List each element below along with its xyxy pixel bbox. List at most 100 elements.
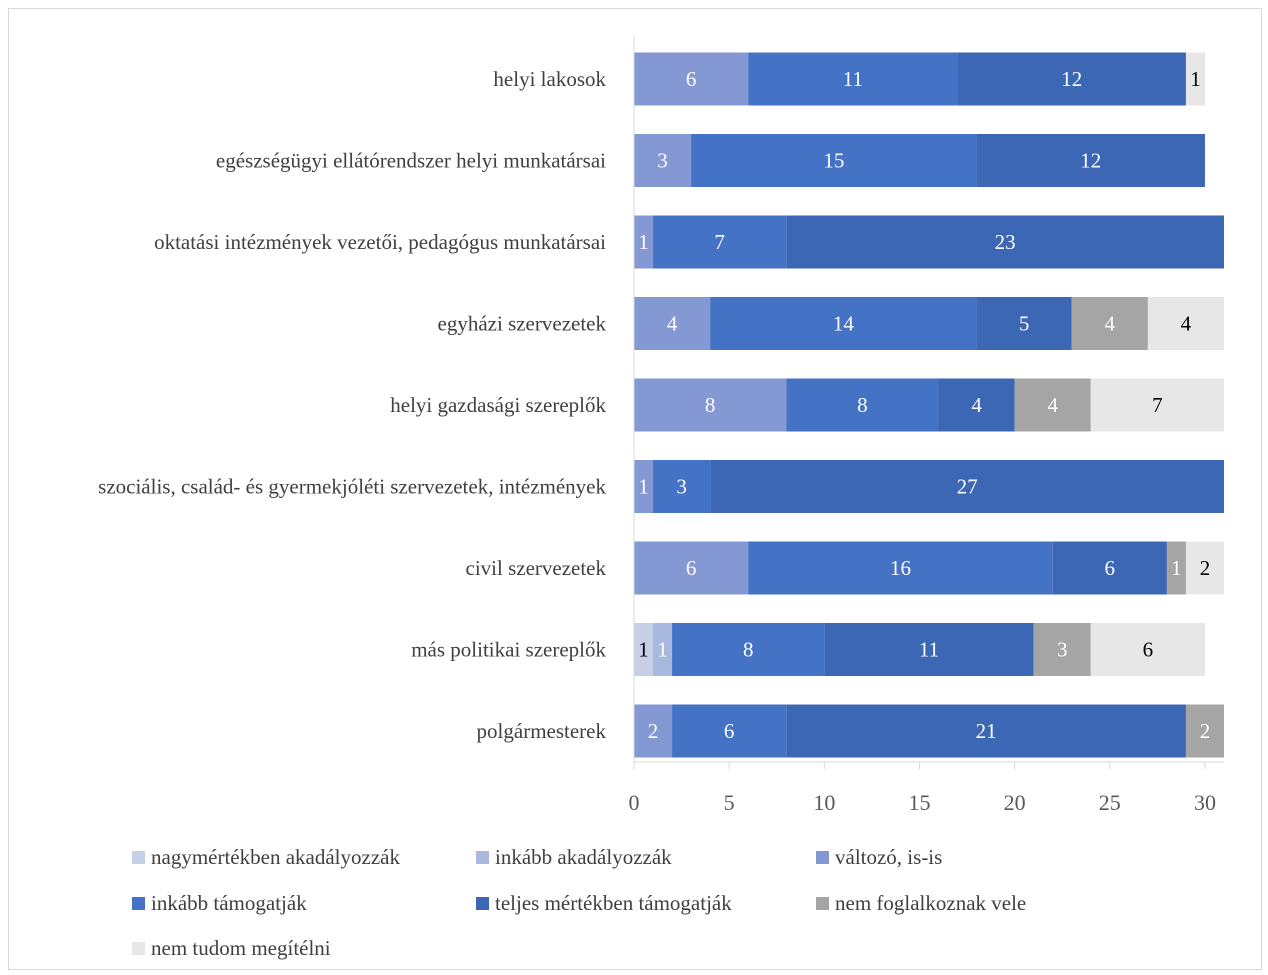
data-label: 4	[667, 312, 678, 336]
bar-segment	[672, 704, 787, 758]
bar-segment	[634, 134, 692, 187]
bar-segment	[710, 297, 977, 350]
bar-segment	[634, 297, 711, 350]
bar-segment	[824, 623, 1034, 676]
bar-segment	[1185, 704, 1224, 758]
data-label: 6	[724, 719, 735, 743]
bar-segment	[1147, 297, 1224, 350]
x-tick-label: 25	[1099, 790, 1121, 815]
data-label: 6	[1105, 556, 1116, 580]
bar-row-szocialis-csalad-es-gyermekjoleti-szervezetek-intezmenyek: 1 3 27	[634, 460, 1224, 513]
x-axis: 0 5 10 15 20 25 30	[629, 36, 1224, 815]
legend-swatch	[816, 851, 829, 864]
data-label: 2	[1200, 719, 1211, 743]
legend-swatch	[476, 851, 489, 864]
data-label: 1	[638, 638, 649, 662]
data-label: 4	[1047, 393, 1058, 417]
legend-label: inkább támogatják	[151, 891, 307, 915]
bar-segment	[748, 541, 1053, 595]
data-label: 3	[1057, 638, 1068, 662]
legend-label: inkább akadályozzák	[495, 845, 672, 869]
legend-item-nagymertekben-akadalyozzak: nagymértékben akadályozzák	[132, 845, 400, 869]
legend-item-teljes-mertekben-tamogatjak: teljes mértékben támogatják	[476, 891, 732, 915]
data-label: 15	[823, 149, 844, 173]
data-label: 6	[1143, 638, 1154, 662]
bar-segment	[748, 52, 958, 106]
data-label: 1	[638, 230, 649, 254]
bar-segment	[976, 297, 1072, 350]
bar-row-mas-politikai-szereplok: 1 1 8 11 3 6	[634, 623, 1205, 676]
bar-segment	[786, 704, 1186, 758]
bar-segment	[976, 134, 1205, 187]
bar-segment	[938, 378, 1015, 432]
bar-segment	[786, 215, 1224, 269]
bar-row-civil-szervezetek: 6 16 6 1 2	[634, 541, 1224, 595]
legend-item-nem-foglalkoznak-vele: nem foglalkoznak vele	[816, 891, 1026, 915]
x-tick-label: 10	[813, 790, 835, 815]
data-label: 1	[657, 638, 668, 662]
bar-segment	[634, 215, 654, 269]
category-label: oktatási intézmények vezetői, pedagógus …	[154, 230, 606, 254]
bar-segment	[1185, 541, 1224, 595]
data-label: 4	[1181, 312, 1192, 336]
legend-label: nagymértékben akadályozzák	[151, 845, 400, 869]
x-tick-label: 0	[629, 790, 640, 815]
data-label: 6	[686, 556, 697, 580]
data-label: 11	[919, 638, 939, 662]
legend-item-inkabb-akadalyozzak: inkább akadályozzák	[476, 845, 672, 869]
bar-segment	[1185, 52, 1205, 106]
bar-row-egeszsegugyi-ellatorendszer-helyi-munkatarsai: 3 15 12	[634, 134, 1205, 187]
bar-segment	[672, 623, 825, 676]
bar-segment	[1090, 378, 1224, 432]
legend-swatch	[476, 897, 489, 910]
data-label: 8	[743, 638, 754, 662]
bar-segment	[1033, 623, 1091, 676]
data-label: 7	[1152, 393, 1163, 417]
x-tick-label: 15	[908, 790, 930, 815]
legend-swatch	[816, 897, 829, 910]
bar-segment	[1090, 623, 1205, 676]
bar-segment	[653, 215, 787, 269]
bar-segment	[634, 378, 787, 432]
data-label: 2	[648, 719, 659, 743]
data-label: 1	[638, 475, 649, 499]
data-label: 1	[1171, 556, 1182, 580]
legend-label: nem foglalkoznak vele	[835, 891, 1026, 915]
data-label: 7	[714, 230, 725, 254]
legend-label: teljes mértékben támogatják	[495, 891, 732, 915]
bar-segment	[634, 704, 673, 758]
category-label: egyházi szervezetek	[438, 312, 607, 336]
category-label: civil szervezetek	[466, 556, 607, 580]
data-label: 4	[971, 393, 982, 417]
legend-label: változó, is-is	[835, 845, 942, 869]
data-label: 16	[890, 556, 911, 580]
legend-swatch	[132, 851, 145, 864]
data-label: 5	[1019, 312, 1030, 336]
data-label: 1	[1190, 67, 1201, 91]
bar-row-oktatasi-intezmenyek-vezetoi-pedagogus-munkatarsai: 1 7 23	[634, 215, 1224, 269]
data-label: 12	[1061, 67, 1082, 91]
category-label: egészségügyi ellátórendszer helyi munkat…	[216, 149, 606, 173]
bar-row-egyhazi-szervezetek: 4 14 5 4 4	[634, 297, 1224, 350]
data-label: 27	[957, 475, 978, 499]
bar-row-helyi-lakosok: 6 11 12 1	[634, 52, 1205, 106]
bar-segment	[653, 460, 711, 513]
legend-swatch	[132, 942, 145, 955]
bar-segment	[710, 460, 1224, 513]
bar-segment	[1052, 541, 1167, 595]
bar-segment	[786, 378, 939, 432]
legend-item-valtozo-is-is: változó, is-is	[816, 845, 942, 869]
category-label: helyi lakosok	[493, 67, 606, 91]
bars-layer: 6 11 12 13 15 121 7 234 14 5 4 48 8 4 4 71 3 276 16 6 1 21 1 8 1…	[634, 52, 1224, 758]
data-label: 6	[686, 67, 697, 91]
category-labels-layer: helyi lakosok egészségügyi ellátórendszer…	[98, 67, 606, 743]
legend-item-nem-tudom-megitelni: nem tudom megítélni	[132, 936, 331, 960]
bar-segment	[1014, 378, 1091, 432]
bar-segment	[691, 134, 977, 187]
category-label: szociális, család- és gyermekjóléti szer…	[98, 475, 606, 499]
data-label: 3	[676, 475, 687, 499]
legend-label: nem tudom megítélni	[151, 936, 331, 960]
x-tick-label: 30	[1194, 790, 1216, 815]
category-label: más politikai szereplők	[411, 638, 606, 662]
